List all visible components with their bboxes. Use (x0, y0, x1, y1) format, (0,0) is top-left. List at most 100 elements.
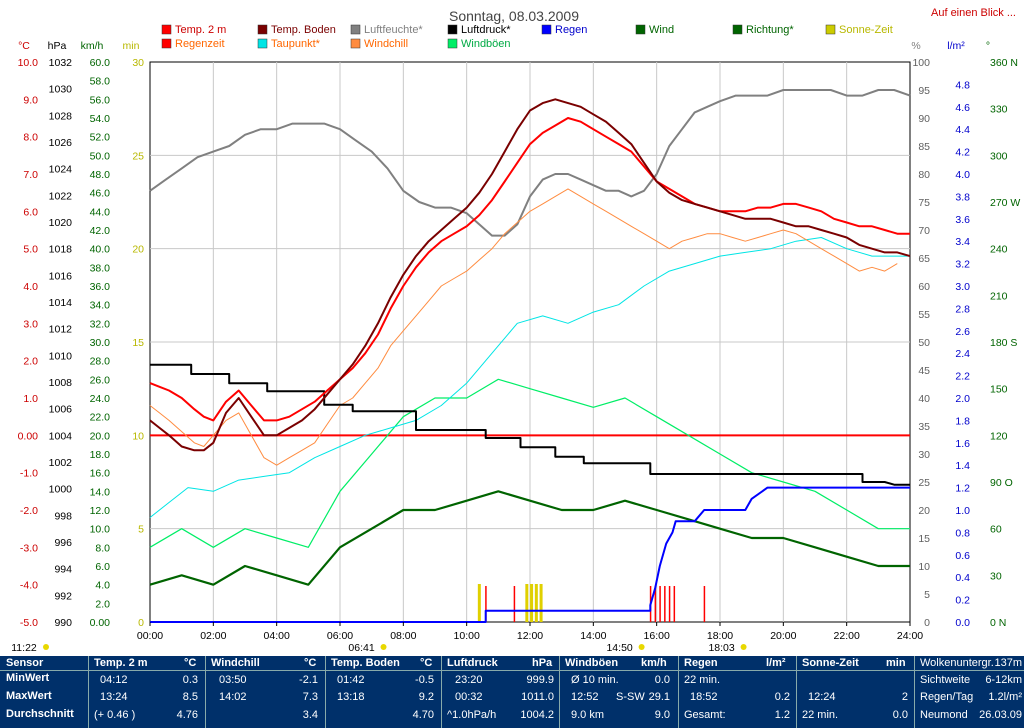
tick-label-temp: 2.0 (23, 356, 38, 368)
tick-label-temp: 9.0 (23, 94, 38, 106)
sun-time-label: 18:03 (708, 642, 734, 654)
tick-label-press: 1016 (49, 270, 73, 282)
tick-label-wind: 40.0 (90, 244, 111, 256)
windboeen-max-direction: S-SW (616, 691, 645, 703)
tick-label-dir: 90 O (990, 477, 1013, 489)
tick-label-press: 1012 (49, 324, 73, 336)
axis-unit-press: hPa (48, 40, 67, 52)
legend-label: Windböen (461, 38, 511, 50)
tick-label-wind: 2.0 (95, 598, 110, 610)
legend-swatch (732, 24, 743, 35)
rain-per-day-label: Regen/Tag (920, 691, 974, 703)
legend-swatch (257, 24, 268, 35)
luftdruck-avg-value: 1004.2 (520, 709, 554, 721)
windchill-header: Windchill (211, 657, 260, 669)
tick-label-temp: -3.0 (20, 542, 38, 554)
chart-title: Sonntag, 08.03.2009 (449, 8, 579, 24)
temp2m-min-time: 04:12 (100, 674, 128, 686)
series-line-temp-boden (149, 98, 911, 452)
temp2m-trend: (+ 0.46 ) (94, 709, 136, 721)
tick-label-wind: 0.00 (90, 617, 111, 629)
regen-duration: 22 min. (684, 674, 721, 686)
tick-label-rain: 0.2 (955, 595, 970, 607)
legend-swatch (350, 38, 361, 49)
tick-label-press: 1008 (49, 377, 73, 389)
tick-label-wind: 48.0 (90, 169, 111, 181)
tick-label-temp: 7.0 (23, 169, 38, 181)
rain-time-bar (513, 586, 516, 622)
tick-label-hum: 20 (918, 505, 930, 517)
tick-label-dir: 0 N (990, 617, 1006, 629)
tick-label-rain: 3.6 (955, 214, 970, 226)
axis-unit-rain: l/m² (947, 40, 965, 52)
tick-label-wind: 34.0 (90, 300, 111, 312)
legend-label: Sonne-Zeit (839, 24, 893, 36)
tick-label-wind: 36.0 (90, 281, 111, 293)
tick-label-hum: 85 (918, 141, 930, 153)
tick-label-press: 990 (54, 617, 72, 629)
x-tick-label: 20:00 (770, 630, 796, 642)
sonne-duration: 22 min. (802, 709, 839, 721)
windchill-max-time: 14:02 (219, 691, 247, 703)
sun-icon (638, 644, 645, 650)
tick-label-press: 1004 (49, 430, 73, 442)
series-line-windchill (149, 188, 898, 466)
tick-label-press: 996 (54, 537, 72, 549)
tick-label-rain: 2.4 (955, 348, 970, 360)
tempboden-max-value: 9.2 (418, 691, 434, 703)
new-moon-value: 26.03.09 (979, 709, 1022, 721)
tick-label-hum: 75 (918, 197, 930, 209)
tick-label-wind: 44.0 (90, 206, 111, 218)
series-line-windb-en (149, 378, 910, 548)
regen-header: Regen (684, 657, 718, 669)
legend-swatch (161, 24, 172, 35)
tick-label-wind: 8.0 (95, 542, 110, 554)
tick-label-hum: 95 (918, 85, 930, 97)
tick-label-press: 994 (54, 564, 72, 576)
tick-label-rain: 3.8 (955, 191, 970, 203)
regen-max-time: 18:52 (690, 691, 718, 703)
tick-label-press: 1010 (49, 350, 73, 362)
tick-label-press: 1018 (49, 244, 73, 256)
tick-label-press: 1028 (49, 110, 73, 122)
series-line-wind (149, 490, 910, 586)
tick-label-hum: 40 (918, 393, 930, 405)
tick-label-rain: 1.6 (955, 438, 970, 450)
tick-label-press: 1032 (49, 57, 73, 69)
temp2m-min-value: 0.3 (182, 674, 198, 686)
overview-link[interactable]: Auf einen Blick ... (931, 7, 1016, 19)
row-label-min: MinWert (6, 672, 50, 684)
tick-label-sun: 0 (138, 617, 144, 629)
luftdruck-trend: ^1.0hPa/h (447, 709, 497, 721)
tick-label-dir: 150 (990, 384, 1008, 396)
legend-swatch (447, 24, 458, 35)
legend-swatch (257, 38, 268, 49)
tick-label-rain: 0.0 (955, 617, 970, 629)
windchill-unit: °C (304, 657, 317, 669)
tick-label-hum: 70 (918, 225, 930, 237)
visibility-value: 6-12km (985, 674, 1022, 686)
tick-label-wind: 30.0 (90, 337, 111, 349)
tick-label-temp: 4.0 (23, 281, 38, 293)
legend-label: Temp. 2 m (175, 24, 226, 36)
tick-label-rain: 3.4 (955, 236, 970, 248)
windboeen-avg10-label: Ø 10 min. (571, 674, 619, 686)
tick-label-wind: 50.0 (90, 150, 111, 162)
axis-unit-sun: min (123, 40, 140, 52)
tick-label-rain: 2.0 (955, 393, 970, 405)
tick-label-hum: 30 (918, 449, 930, 461)
tick-label-dir: 300 (990, 150, 1008, 162)
x-tick-label: 14:00 (580, 630, 606, 642)
legend-label: Richtung* (746, 24, 794, 36)
sun-time-label: 14:50 (606, 642, 632, 654)
tick-label-dir: 210 (990, 290, 1008, 302)
tick-label-rain: 4.2 (955, 147, 970, 159)
tick-label-temp: -5.0 (20, 617, 38, 629)
windboeen-avg-value: 9.0 (654, 709, 670, 721)
series-lines (149, 89, 911, 623)
tempboden-min-time: 01:42 (337, 674, 365, 686)
sun-bar (525, 584, 529, 622)
x-tick-label: 00:00 (137, 630, 163, 642)
sun-bar (534, 584, 538, 622)
axis-unit-hum: % (911, 40, 920, 52)
